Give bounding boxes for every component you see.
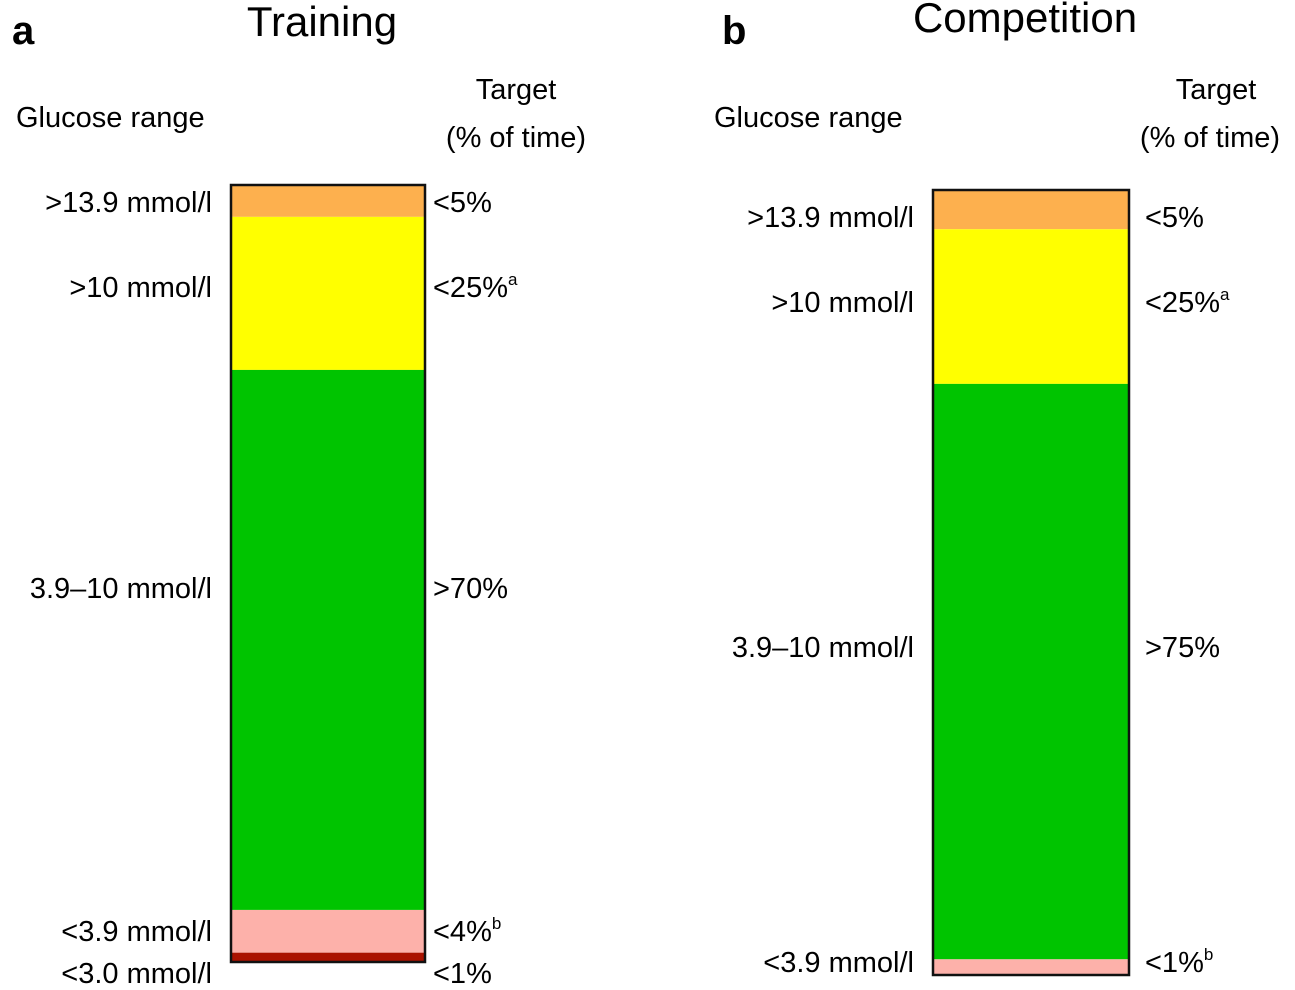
bar-segment xyxy=(231,216,425,370)
bar-outline xyxy=(931,188,1131,977)
range-label: 3.9–10 mmol/l xyxy=(30,573,212,605)
bar-outline xyxy=(229,183,427,964)
range-label: >10 mmol/l xyxy=(771,287,914,319)
target-label: <1%b xyxy=(1145,945,1213,979)
target-label: <25%a xyxy=(433,270,518,304)
panel-b-target-subheader: (% of time) xyxy=(1140,122,1280,154)
bar-segment xyxy=(933,959,1129,975)
panel-letter-a: a xyxy=(12,9,35,53)
range-label: >10 mmol/l xyxy=(69,272,212,304)
bar-segment xyxy=(933,383,1129,960)
bar-segment xyxy=(933,190,1129,230)
target-label: >70% xyxy=(433,573,508,605)
target-label: <5% xyxy=(1145,202,1204,234)
footnote-marker: b xyxy=(1204,945,1213,964)
panel-a-left-header: Glucose range xyxy=(16,102,205,134)
panel-a-title: Training xyxy=(247,0,397,45)
panel-a-stacked-bar: >13.9 mmol/l <5% >10 mmol/l <25%a 3.9–10 mmo… xyxy=(30,183,518,990)
bar-segment xyxy=(231,952,425,962)
target-label: >75% xyxy=(1145,632,1220,664)
panel-a-target-header: Target xyxy=(476,74,557,106)
bar-segment xyxy=(933,229,1129,384)
range-label: <3.9 mmol/l xyxy=(61,916,212,948)
bar-segment xyxy=(231,909,425,953)
range-label: >13.9 mmol/l xyxy=(45,187,212,219)
target-label: <25%a xyxy=(1145,285,1230,319)
panel-b-title: Competition xyxy=(913,0,1137,41)
footnote-marker: a xyxy=(1220,285,1230,304)
footnote-marker: b xyxy=(492,914,501,933)
bar-segment xyxy=(231,185,425,217)
range-label: <3.9 mmol/l xyxy=(763,947,914,979)
panel-b-stacked-bar: >13.9 mmol/l <5% >10 mmol/l <25%a 3.9–10 mmo… xyxy=(732,188,1230,979)
panel-letter-b: b xyxy=(722,9,746,53)
range-label: 3.9–10 mmol/l xyxy=(732,632,914,664)
panel-b-left-header: Glucose range xyxy=(714,102,903,134)
footnote-marker: a xyxy=(508,270,518,289)
target-label: <5% xyxy=(433,187,492,219)
target-label: <1% xyxy=(433,958,492,990)
target-label: <4%b xyxy=(433,914,501,948)
panel-a-target-subheader: (% of time) xyxy=(446,122,586,154)
bar-segment xyxy=(231,369,425,910)
panel-b-target-header: Target xyxy=(1176,74,1257,106)
range-label: >13.9 mmol/l xyxy=(747,202,914,234)
range-label: <3.0 mmol/l xyxy=(61,958,212,990)
